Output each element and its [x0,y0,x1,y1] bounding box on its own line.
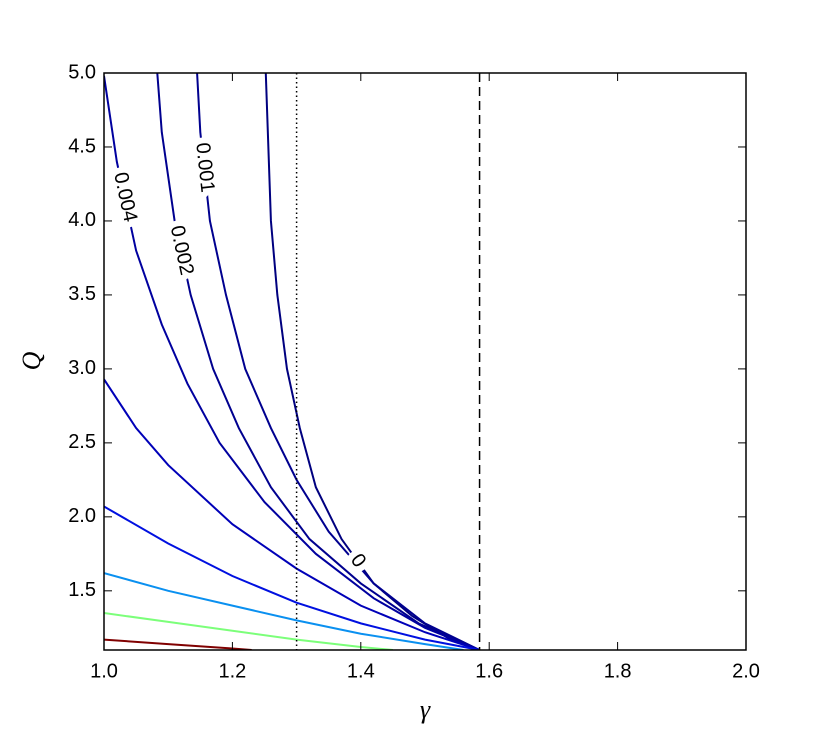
y-tick-label: 2.5 [68,431,96,453]
x-tick-label: 1.4 [347,660,375,682]
contour-label: 0.002 [166,224,198,278]
x-tick-label: 2.0 [732,660,760,682]
contour-line [104,638,252,650]
contour-label: 0.004 [109,170,141,224]
contour-line [156,73,480,650]
x-tick-label: 1.0 [90,660,118,682]
y-tick-label: 4.5 [68,135,96,157]
contour-label: 0 [346,550,370,572]
contour-line [264,73,480,650]
contour-line [104,612,393,650]
x-tick-label: 1.8 [604,660,632,682]
contour-line [104,505,480,650]
y-tick-label: 3.0 [68,357,96,379]
plot-frame [103,72,747,651]
y-axis-label: Q [17,351,46,370]
contour-line [196,73,481,650]
y-tick-label: 4.0 [68,209,96,231]
contour-line [104,572,464,650]
contour-label: 0.001 [191,142,218,194]
y-tick-label: 1.5 [68,579,96,601]
x-tick-label: 1.6 [475,660,503,682]
contour-line [104,75,480,650]
y-tick-label: 5.0 [68,61,96,83]
x-tick-label: 1.2 [218,660,246,682]
y-tick-label: 3.5 [68,283,96,305]
contour-line [104,378,480,650]
y-tick-label: 2.0 [68,505,96,527]
plot [104,73,481,650]
x-axis-label: γ [420,695,431,724]
